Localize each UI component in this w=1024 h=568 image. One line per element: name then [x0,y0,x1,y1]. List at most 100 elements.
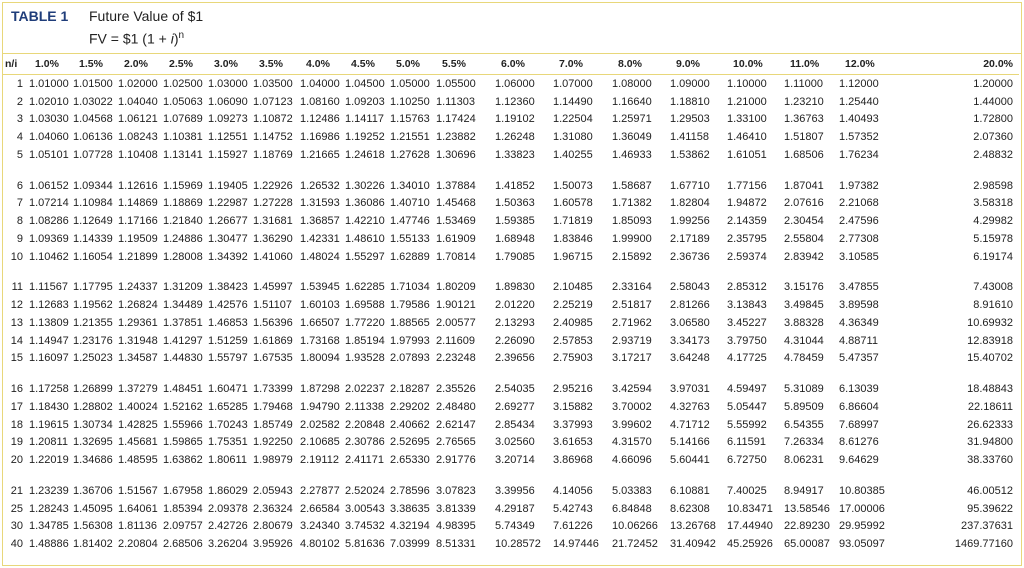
value-cell: 1.40493 [839,113,879,126]
value-cell: 3.24340 [300,520,340,533]
table-row: 18 1.19615 1.30734 1.42825 1.55966 1.70243 1.8… [3,416,1019,434]
value-cell: 10.80385 [839,484,885,497]
value-cell: 1.23882 [436,131,476,144]
column-header: 1.0% [29,54,73,75]
value-cell: 2.21068 [839,197,879,210]
value-cell: 2.83942 [784,250,824,263]
value-cell: 1.11303 [436,95,475,108]
value-cell: 1.88565 [390,316,430,329]
value-cell: 1.67710 [670,179,710,192]
value-cell: 1.29503 [670,113,710,126]
value-cell: 1.61869 [253,334,293,347]
period-cell: 15 [10,352,23,365]
value-cell: 1.76234 [839,148,879,161]
column-header: 5.5% [436,54,495,75]
value-cell: 1.12683 [29,299,69,312]
value-cell: 1.79468 [253,400,293,413]
table-row: 4 1.04060 1.06136 1.08243 1.10381 1.12551 1.14… [3,128,1019,146]
column-header: 9.0% [670,54,727,75]
value-cell: 1.89830 [495,281,535,294]
table-row: 2 1.02010 1.03022 1.04040 1.05063 1.06090 1.07… [3,93,1019,111]
period-cell: 10 [10,250,23,263]
column-header: 1.5% [73,54,118,75]
value-cell: 1.58687 [612,179,652,192]
value-cell: 2.58043 [670,281,710,294]
value-cell: 2.35526 [436,383,476,396]
value-cell: 1.40024 [118,400,158,413]
value-cell: 1.53469 [436,215,476,228]
table-label: TABLE 1 [11,8,69,24]
value-cell: 17.44940 [727,520,773,533]
value-cell: 5.81636 [345,538,385,551]
period-cell: 30 [10,520,23,533]
value-cell: 1.12616 [118,179,158,192]
value-cell: 1.06000 [495,77,535,90]
value-cell: 1.34010 [390,179,430,192]
value-cell: 2.02237 [345,383,385,396]
value-cell: 1.34489 [163,299,203,312]
value-cell: 1.04500 [345,77,385,90]
period-cell: 40 [10,538,23,551]
value-cell: 2.11609 [436,334,475,347]
value-cell: 2.29202 [390,400,430,413]
period-cell: 11 [11,281,23,294]
table-row: 15 1.16097 1.25023 1.34587 1.44830 1.55797 1.6… [3,350,1019,368]
value-cell: 1.61051 [727,148,767,161]
period-cell: 20 [10,454,23,467]
value-cell: 2.78596 [390,484,430,497]
value-cell: 1.03500 [253,77,293,90]
value-cell: 26.62333 [967,418,1013,431]
value-cell: 10.06266 [612,520,658,533]
value-cell: 1.51107 [253,299,292,312]
table-title: Future Value of $1 [89,8,204,24]
value-cell: 1.02500 [163,77,203,90]
value-cell: 2.51817 [612,299,652,312]
value-cell: 2.40985 [553,316,593,329]
column-header: 20.0% [896,54,1019,75]
value-cell: 1.94790 [300,400,340,413]
value-cell: 7.68997 [839,418,879,431]
value-cell: 1.01500 [73,77,113,90]
value-cell: 46.00512 [967,484,1013,497]
value-cell: 1.09369 [29,232,69,245]
value-cell: 1.10381 [163,131,203,144]
period-cell: 18 [10,418,23,431]
value-cell: 2.20848 [345,418,385,431]
value-cell: 1.67535 [253,352,293,365]
value-cell: 4.59497 [727,383,767,396]
value-cell: 1.05101 [29,148,69,161]
table-row: 11 1.11567 1.17795 1.24337 1.31209 1.38423 1.4… [3,279,1019,297]
value-cell: 1.06121 [118,113,158,126]
value-cell: 1.30734 [73,418,113,431]
value-cell: 3.45227 [727,316,767,329]
value-cell: 1.13809 [29,316,69,329]
value-cell: 1.33823 [495,148,535,161]
value-cell: 7.43008 [973,281,1013,294]
value-cell: 1.25440 [839,95,879,108]
value-cell: 5.55992 [727,418,767,431]
value-cell: 1.61909 [436,232,476,245]
value-cell: 2.13293 [495,316,535,329]
value-cell: 1.15927 [208,148,248,161]
value-cell: 2.52024 [345,484,385,497]
value-cell: 1.03000 [208,77,248,90]
value-cell: 4.14056 [553,484,593,497]
value-cell: 5.89509 [784,400,824,413]
value-cell: 1.45468 [436,197,476,210]
value-cell: 93.05097 [839,538,885,551]
value-cell: 1.59385 [495,215,535,228]
value-cell: 1.37279 [118,383,158,396]
value-cell: 1.10250 [390,95,430,108]
value-cell: 1.09344 [73,179,113,192]
value-cell: 2.55804 [784,232,824,245]
value-cell: 1.48595 [118,454,158,467]
value-cell: 3.10585 [839,250,879,263]
fv-table: n/i 1.0% 1.5% 2.0% 2.5% 3.0% 3.5% 4.0% 4.5% 5.0% 5… [3,54,1019,553]
value-cell: 6.72750 [727,454,767,467]
value-cell: 5.05447 [727,400,767,413]
value-cell: 12.83918 [967,334,1013,347]
value-cell: 2.27877 [300,484,340,497]
value-cell: 2.59374 [727,250,767,263]
value-cell: 1.34686 [73,454,113,467]
table-header: TABLE 1 Future Value of $1 FV = $1 (1 + … [3,3,1021,54]
